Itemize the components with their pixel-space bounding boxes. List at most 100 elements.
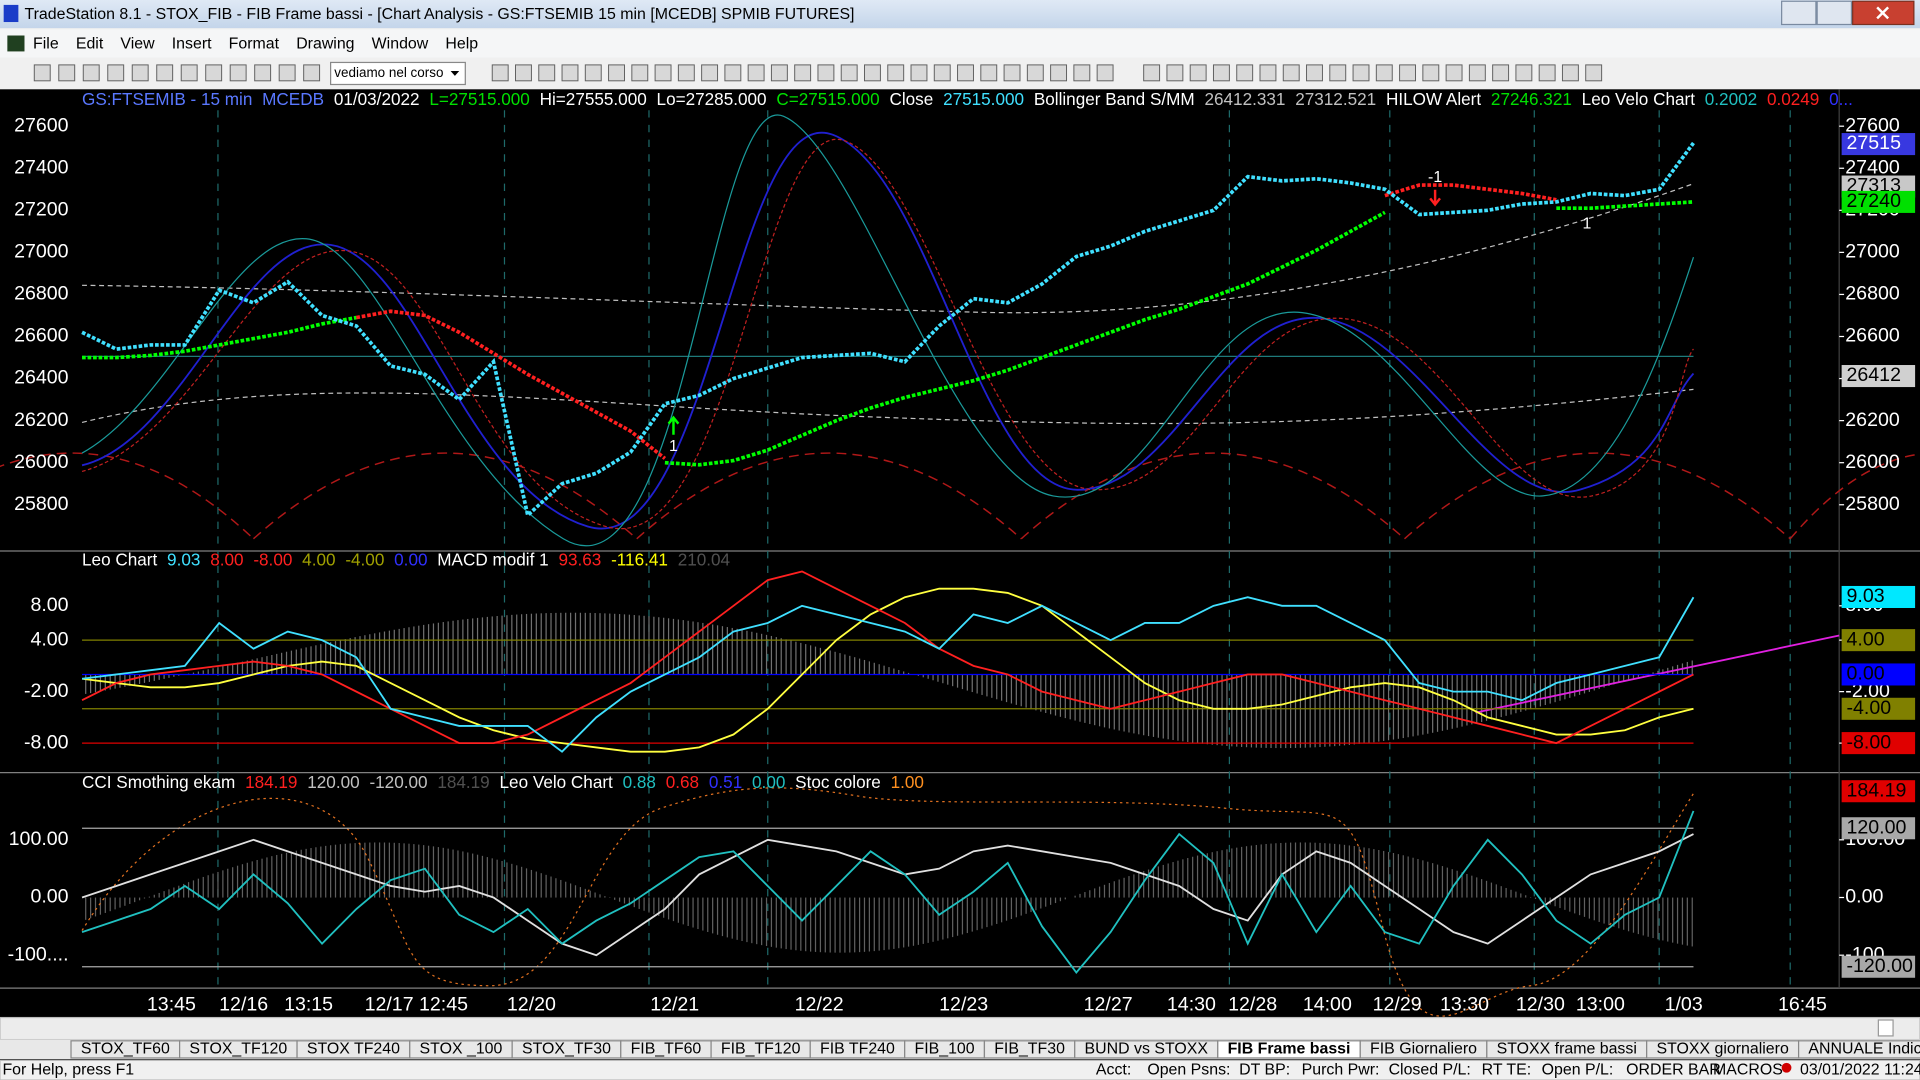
- tool-icon[interactable]: [1422, 64, 1440, 82]
- legend-item: 26412.331: [1204, 89, 1285, 109]
- tool-icon[interactable]: [1329, 64, 1347, 82]
- window-controls[interactable]: [1781, 0, 1915, 26]
- tool-icon[interactable]: [910, 64, 928, 82]
- menu-item[interactable]: View: [120, 35, 155, 52]
- tool-icon[interactable]: [1515, 64, 1533, 82]
- tool-icon[interactable]: [701, 64, 719, 82]
- tool-icon[interactable]: [107, 64, 125, 82]
- tool-icon[interactable]: [180, 64, 198, 82]
- tool-icon[interactable]: [747, 64, 765, 82]
- tool-icon[interactable]: [1375, 64, 1393, 82]
- maximize[interactable]: [1816, 0, 1853, 26]
- tab-label[interactable]: STOX_TF30: [522, 1041, 611, 1058]
- tool-icon[interactable]: [1096, 64, 1114, 82]
- menu-item[interactable]: Window: [372, 35, 429, 52]
- tool-icon[interactable]: [1538, 64, 1556, 82]
- tool-icon[interactable]: [1050, 64, 1068, 82]
- band-curve: [82, 183, 1694, 314]
- tool-icon[interactable]: [1445, 64, 1463, 82]
- tab-label[interactable]: STOXX giornaliero: [1656, 1041, 1788, 1058]
- tab-label[interactable]: FIB Giornaliero: [1370, 1041, 1477, 1058]
- tool-icon[interactable]: [491, 64, 509, 82]
- tool-icon[interactable]: [1306, 64, 1323, 82]
- tool-icon[interactable]: [1585, 64, 1603, 82]
- legend-item: Close: [889, 89, 933, 109]
- dropdown[interactable]: [330, 61, 466, 86]
- tab-label[interactable]: STOX _100: [420, 1041, 503, 1058]
- tab-label[interactable]: STOX_TF120: [189, 1041, 287, 1058]
- tool-icon[interactable]: [887, 64, 905, 82]
- legend-item: -4.00: [345, 549, 384, 569]
- tool-icon[interactable]: [794, 64, 812, 82]
- tab-label[interactable]: FIB Frame bassi: [1228, 1041, 1351, 1058]
- tool-icon[interactable]: [1399, 64, 1416, 82]
- tool-icon[interactable]: [205, 64, 223, 82]
- tool-icon[interactable]: [278, 64, 296, 82]
- menu-item[interactable]: Insert: [172, 35, 212, 52]
- tab-label[interactable]: FIB_TF30: [994, 1041, 1065, 1058]
- tool-icon[interactable]: [82, 64, 100, 82]
- menu-item[interactable]: Help: [445, 35, 478, 52]
- tab-label[interactable]: FIB TF240: [820, 1041, 895, 1058]
- tool-icon[interactable]: [58, 64, 76, 82]
- tab-label[interactable]: STOXX frame bassi: [1497, 1041, 1637, 1058]
- legend-item: 0...: [1829, 89, 1853, 109]
- menu-item[interactable]: File: [33, 35, 59, 52]
- tool-icon[interactable]: [1003, 64, 1021, 82]
- tool-icon[interactable]: [933, 64, 951, 82]
- tool-icon[interactable]: [254, 64, 272, 82]
- tool-icon[interactable]: [1492, 64, 1510, 82]
- scrollbar[interactable]: [0, 1016, 1920, 1041]
- tool-icon[interactable]: [724, 64, 742, 82]
- tool-icon[interactable]: [770, 64, 788, 82]
- tool-icon[interactable]: [1026, 64, 1044, 82]
- tool-icon[interactable]: [1282, 64, 1300, 82]
- tool-icon[interactable]: [864, 64, 881, 82]
- tool-icon[interactable]: [1189, 64, 1207, 82]
- tool-icon[interactable]: [608, 64, 625, 82]
- tool-icon[interactable]: [584, 64, 602, 82]
- tool-icon[interactable]: [131, 64, 149, 82]
- y-tick-label: 27400: [1845, 156, 1900, 178]
- tool-icon[interactable]: [817, 64, 835, 82]
- tool-icon[interactable]: [1236, 64, 1254, 82]
- tab[interactable]: [1797, 1040, 1920, 1059]
- tool-icon[interactable]: [229, 64, 247, 82]
- tool-icon[interactable]: [840, 64, 858, 82]
- tool-icon[interactable]: [1166, 64, 1184, 82]
- tab-label[interactable]: FIB_TF60: [631, 1041, 702, 1058]
- tool-icon[interactable]: [677, 64, 695, 82]
- tool-icon[interactable]: [561, 64, 579, 82]
- tool-icon[interactable]: [980, 64, 998, 82]
- tool-icon[interactable]: [631, 64, 649, 82]
- tab-label[interactable]: STOX_TF60: [81, 1041, 170, 1058]
- tool-icon[interactable]: [1259, 64, 1277, 82]
- tool-icon[interactable]: [1212, 64, 1230, 82]
- tab-label[interactable]: STOX TF240: [307, 1041, 400, 1058]
- menu-item[interactable]: Format: [229, 35, 280, 52]
- tool-icon[interactable]: [1352, 64, 1370, 82]
- tab-label[interactable]: BUND vs STOXX: [1085, 1041, 1209, 1058]
- menu-item[interactable]: Drawing: [296, 35, 354, 52]
- y-tick-label: 27400: [14, 156, 69, 178]
- tool-icon[interactable]: [957, 64, 974, 82]
- menu-item[interactable]: Edit: [76, 35, 104, 52]
- tool-icon[interactable]: [1561, 64, 1579, 82]
- tool-icon[interactable]: [1143, 64, 1161, 82]
- tool-icon[interactable]: [33, 64, 51, 82]
- tool-icon[interactable]: [515, 64, 532, 82]
- tool-icon[interactable]: [1073, 64, 1091, 82]
- tool-icon[interactable]: [156, 64, 174, 82]
- tool-icon[interactable]: [303, 64, 321, 82]
- tool-icon[interactable]: [1468, 64, 1486, 82]
- value-box-label: 0.00: [1847, 663, 1885, 685]
- tab-label[interactable]: FIB_TF120: [721, 1041, 801, 1058]
- bollinger-red: [81, 138, 1694, 530]
- tab-label[interactable]: FIB_100: [914, 1041, 974, 1058]
- tool-icon[interactable]: [654, 64, 672, 82]
- minimize[interactable]: [1781, 0, 1817, 26]
- scroll-thumb[interactable]: [1877, 1019, 1894, 1037]
- status-text: RT TE:: [1482, 1061, 1532, 1078]
- tool-icon[interactable]: [538, 64, 556, 82]
- tab-label[interactable]: ANNUALE Indici: [1808, 1041, 1920, 1058]
